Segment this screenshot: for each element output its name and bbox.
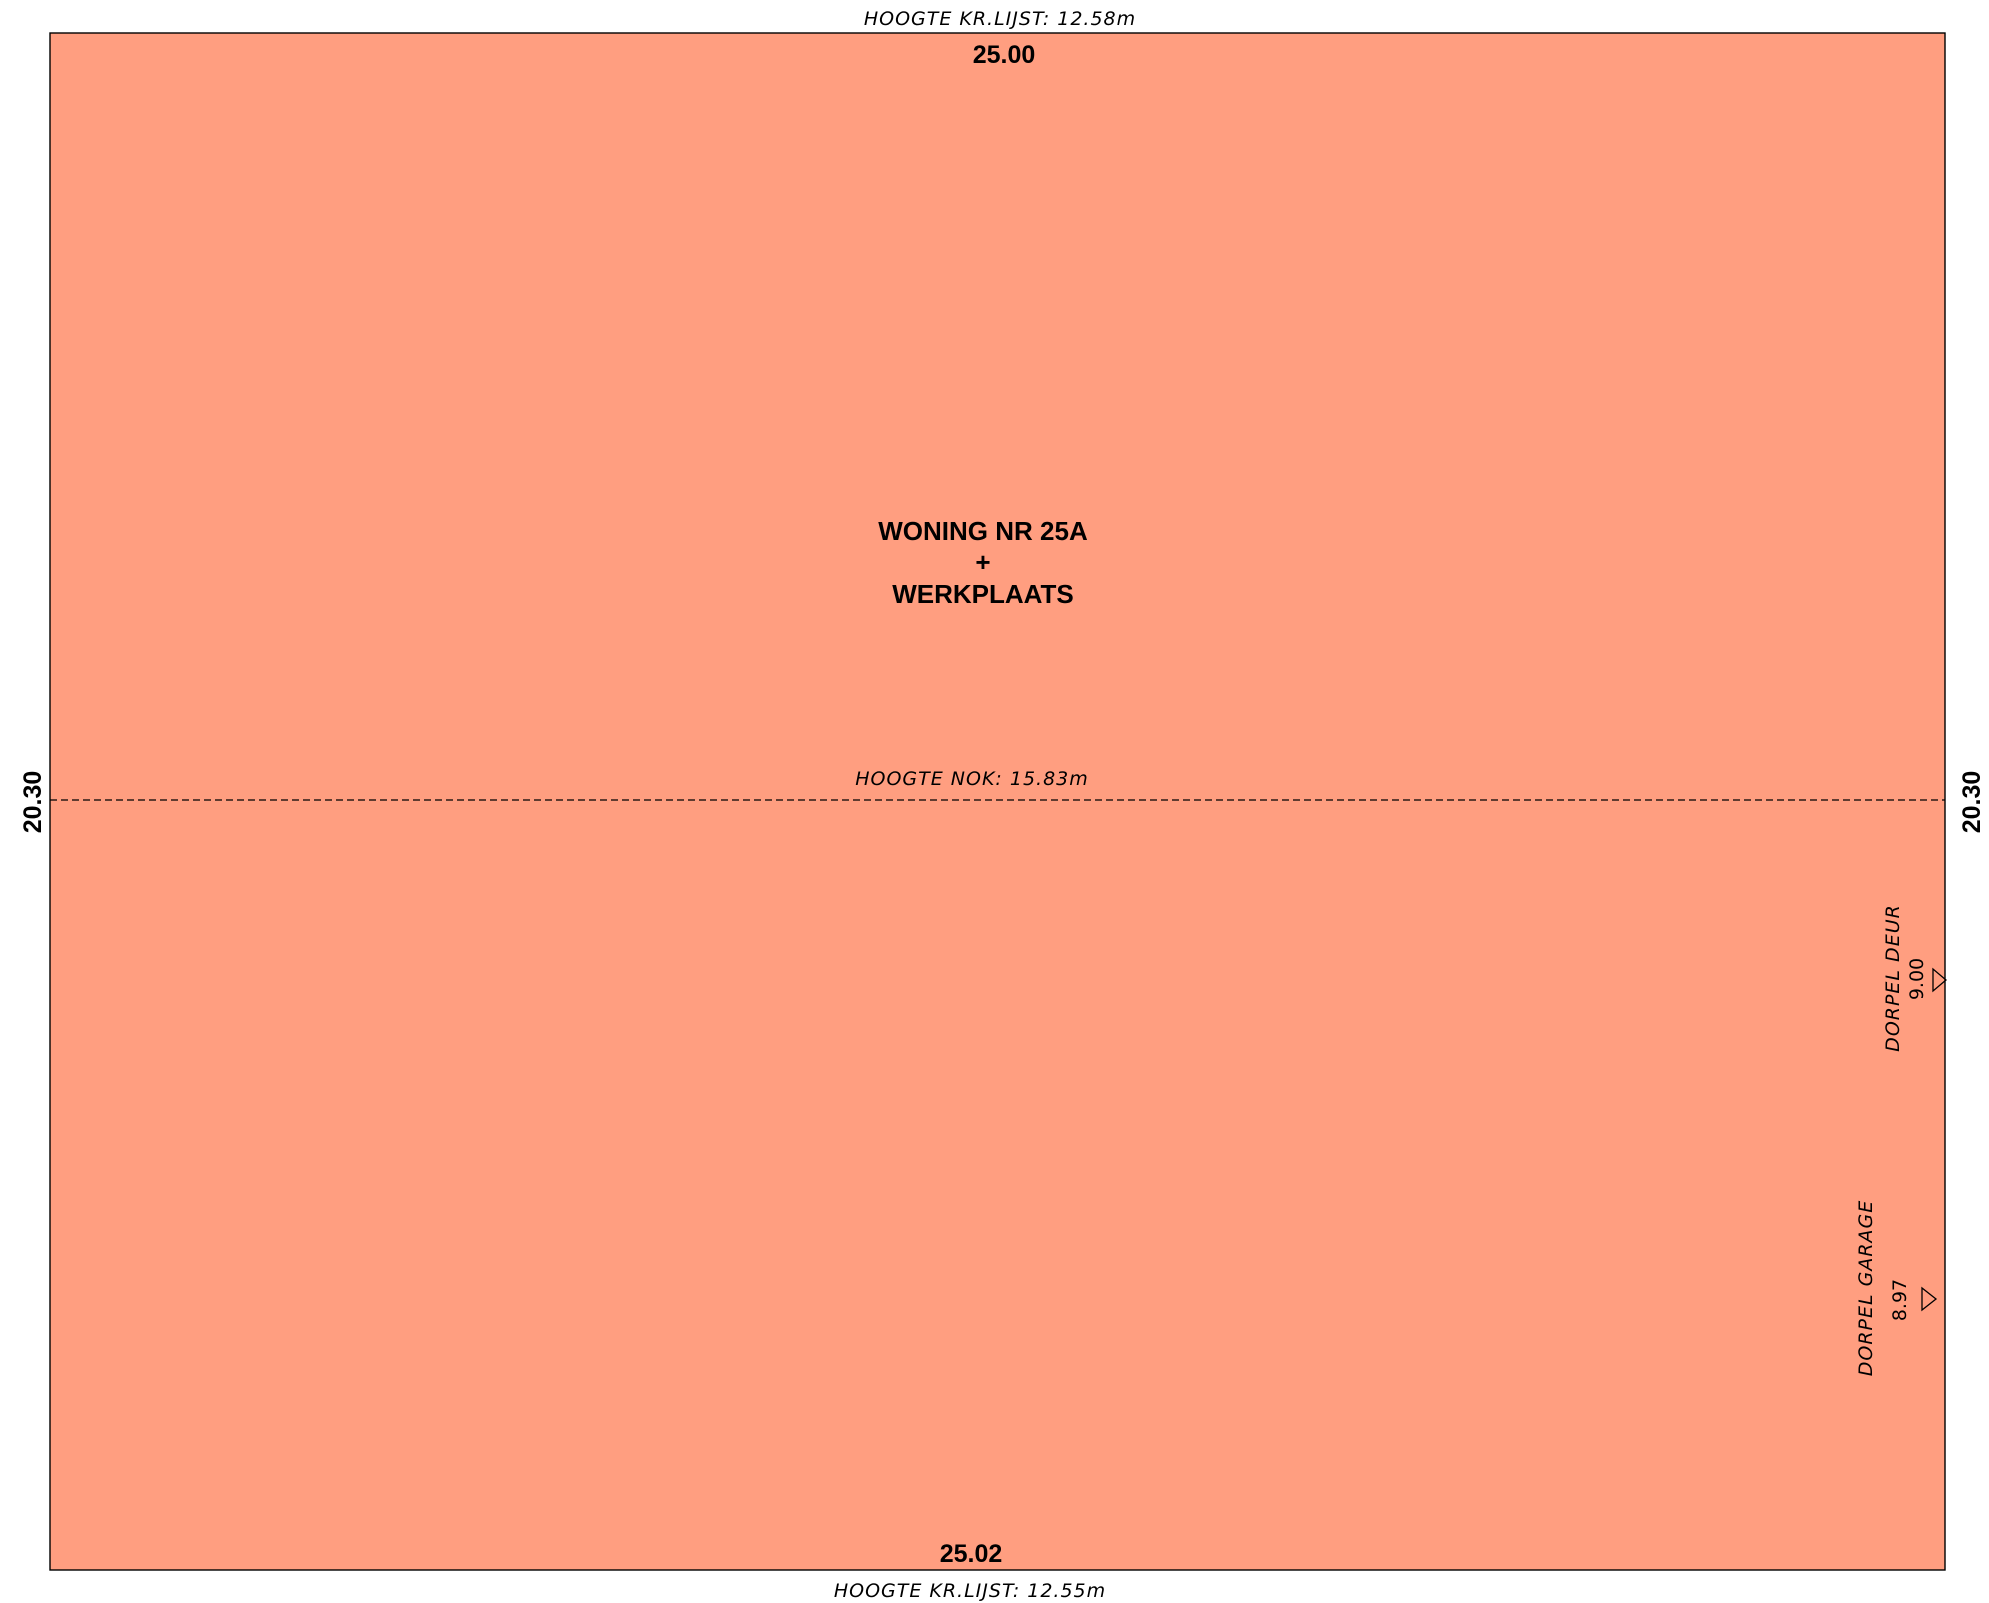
building-label-line-2: +: [975, 547, 990, 577]
ridge-height-note: HOOGTE NOK: 15.83m: [855, 768, 1089, 790]
building-label-line-1: WONING NR 25A: [878, 516, 1088, 546]
triangle-level-marker-icon: [1932, 967, 1948, 993]
dimension-right: 20.30: [1958, 771, 1986, 834]
dimension-top: 25.00: [973, 41, 1036, 69]
threshold-garage-label: DORPEL GARAGE: [1855, 1200, 1877, 1377]
threshold-door-level: 9.00: [1906, 958, 1928, 1000]
cornice-height-top: HOOGTE KR.LIJST: 12.58m: [864, 8, 1136, 30]
cornice-height-bottom: HOOGTE KR.LIJST: 12.55m: [834, 1580, 1106, 1602]
triangle-level-marker-icon: [1921, 1286, 1938, 1312]
threshold-door-label: DORPEL DEUR: [1882, 904, 1904, 1052]
threshold-garage-level: 8.97: [1889, 1279, 1911, 1321]
building-label-line-3: WERKPLAATS: [892, 579, 1074, 609]
building-footprint: [49, 32, 1946, 1571]
dimension-bottom: 25.02: [940, 1540, 1003, 1568]
dimension-left: 20.30: [19, 771, 47, 834]
